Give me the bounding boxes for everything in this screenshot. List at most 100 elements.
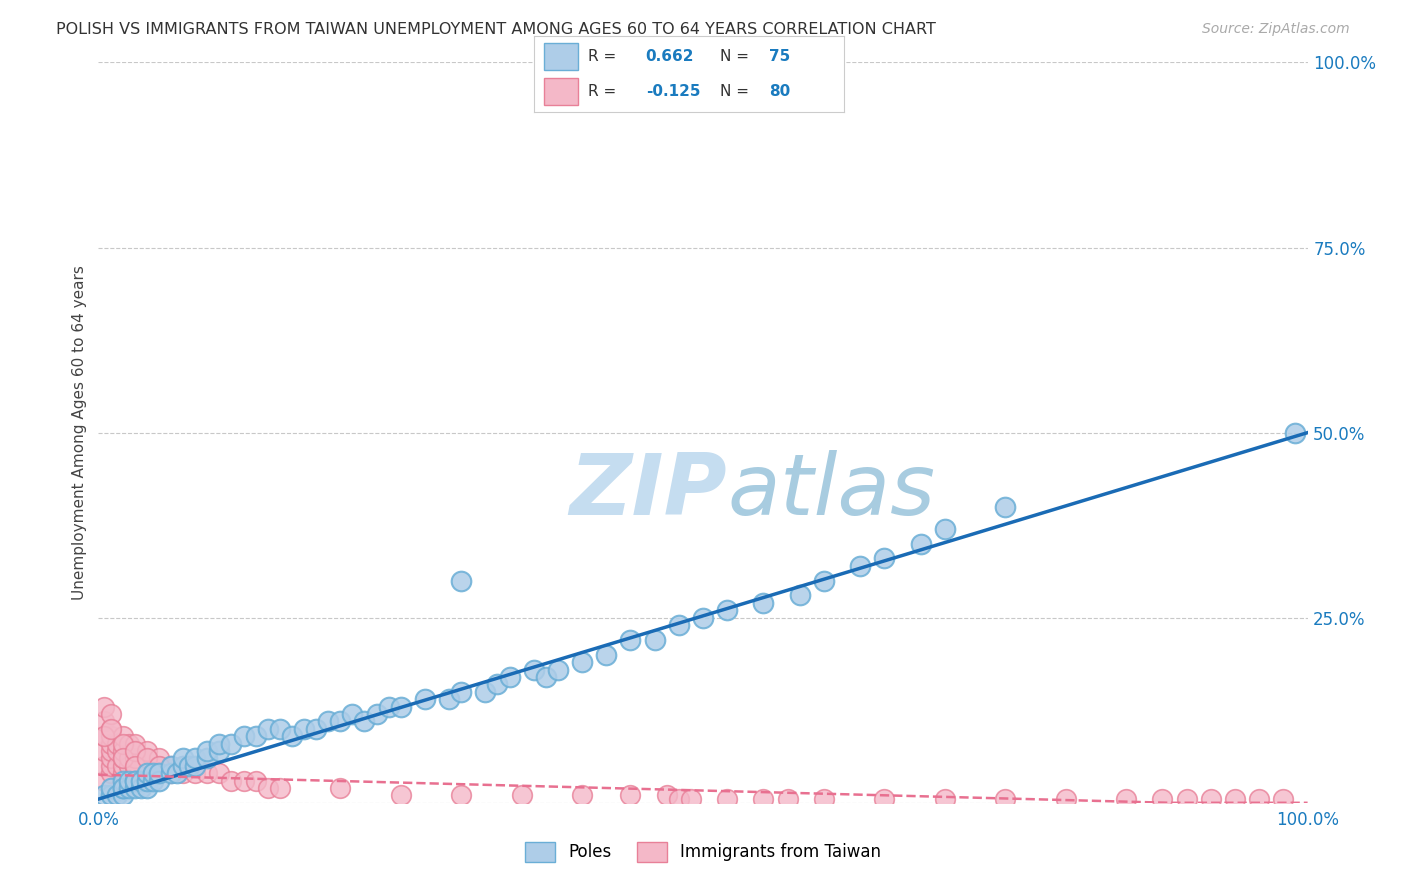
Point — [135, 751, 157, 765]
Point — [329, 780, 352, 795]
Point — [245, 773, 267, 788]
Point — [148, 758, 170, 772]
Point — [450, 685, 472, 699]
Point — [195, 766, 218, 780]
Point — [135, 766, 157, 780]
Point — [135, 773, 157, 788]
Point — [93, 729, 115, 743]
Point — [668, 618, 690, 632]
Point — [105, 758, 128, 772]
Point — [873, 792, 896, 806]
Point — [124, 773, 146, 788]
Point — [1054, 792, 1077, 806]
Point — [571, 789, 593, 803]
Point — [148, 758, 170, 772]
Point — [994, 500, 1017, 514]
Point — [232, 773, 254, 788]
Point — [679, 792, 702, 806]
Point — [129, 773, 152, 788]
Point — [498, 670, 520, 684]
Point — [910, 537, 932, 551]
Text: ZIP: ZIP — [569, 450, 727, 533]
Point — [124, 751, 146, 765]
Point — [1199, 792, 1222, 806]
Point — [668, 792, 690, 806]
Point — [124, 780, 146, 795]
Point — [1152, 792, 1174, 806]
Point — [142, 773, 165, 788]
Point — [148, 766, 170, 780]
Point — [377, 699, 399, 714]
Point — [100, 751, 122, 765]
Point — [100, 737, 122, 751]
Point — [93, 714, 115, 729]
Point — [124, 758, 146, 772]
Point — [111, 729, 134, 743]
Point — [450, 789, 472, 803]
Point — [281, 729, 304, 743]
Point — [316, 714, 339, 729]
Point — [148, 766, 170, 780]
Point — [269, 780, 291, 795]
Point — [148, 751, 170, 765]
FancyBboxPatch shape — [544, 43, 578, 70]
Point — [100, 780, 122, 795]
Point — [692, 611, 714, 625]
Point — [172, 751, 194, 765]
Point — [100, 758, 122, 772]
Point — [389, 699, 412, 714]
Point — [269, 722, 291, 736]
Point — [934, 522, 956, 536]
Text: Source: ZipAtlas.com: Source: ZipAtlas.com — [1202, 22, 1350, 37]
Y-axis label: Unemployment Among Ages 60 to 64 years: Unemployment Among Ages 60 to 64 years — [72, 265, 87, 600]
Point — [124, 744, 146, 758]
Point — [100, 744, 122, 758]
Point — [1115, 792, 1137, 806]
Point — [160, 766, 183, 780]
Point — [100, 722, 122, 736]
Point — [100, 789, 122, 803]
Point — [208, 744, 231, 758]
Point — [450, 574, 472, 588]
Point — [111, 789, 134, 803]
Point — [93, 744, 115, 758]
Point — [93, 773, 115, 788]
Point — [292, 722, 315, 736]
Point — [655, 789, 678, 803]
Point — [353, 714, 375, 729]
Point — [208, 737, 231, 751]
Point — [93, 789, 115, 803]
Point — [716, 792, 738, 806]
Point — [474, 685, 496, 699]
Text: 0.662: 0.662 — [645, 49, 695, 63]
Point — [93, 729, 115, 743]
Point — [129, 780, 152, 795]
Point — [595, 648, 617, 662]
Point — [184, 751, 207, 765]
Point — [124, 758, 146, 772]
Point — [256, 780, 278, 795]
Point — [124, 744, 146, 758]
Point — [93, 699, 115, 714]
Point — [105, 789, 128, 803]
Point — [100, 729, 122, 743]
Point — [256, 722, 278, 736]
Point — [118, 737, 141, 751]
Point — [1272, 792, 1295, 806]
Point — [111, 780, 134, 795]
Point — [179, 758, 201, 772]
Point — [716, 603, 738, 617]
FancyBboxPatch shape — [544, 78, 578, 105]
Text: N =: N = — [720, 49, 754, 63]
Point — [486, 677, 509, 691]
Point — [849, 558, 872, 573]
Point — [571, 655, 593, 669]
Point — [93, 758, 115, 772]
Text: -0.125: -0.125 — [645, 84, 700, 99]
Point — [135, 751, 157, 765]
Point — [873, 551, 896, 566]
Text: 80: 80 — [769, 84, 790, 99]
Point — [389, 789, 412, 803]
Point — [118, 751, 141, 765]
Point — [160, 758, 183, 772]
